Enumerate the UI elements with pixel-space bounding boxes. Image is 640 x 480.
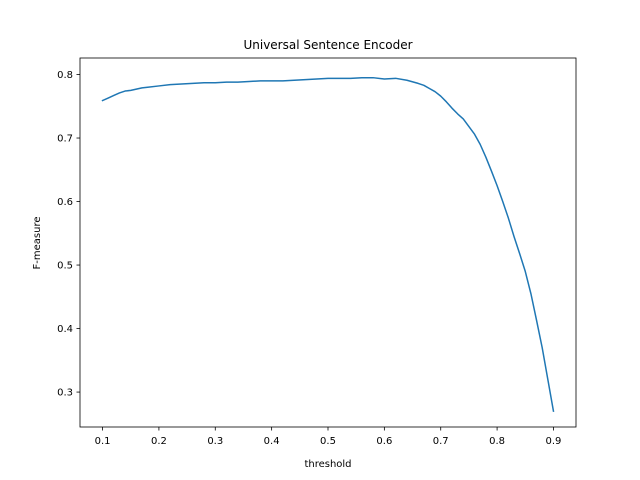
x-tick-label: 0.9 <box>546 436 562 447</box>
plot-area: 0.1 0.2 0.3 0.4 0.5 0.6 0.7 0.8 0.9 0.3 0.4 0.5 0.6 0… <box>57 57 577 447</box>
x-tick-label: 0.3 <box>207 436 223 447</box>
y-axis-label: F-measure <box>32 217 43 270</box>
series-line-0 <box>101 76 555 412</box>
x-axis-label: threshold <box>304 459 351 470</box>
x-tick-label: 0.7 <box>433 436 449 447</box>
y-tick-label: 0.4 <box>57 324 73 335</box>
y-tick-label: 0.8 <box>57 70 73 81</box>
x-tick-label: 0.5 <box>320 436 336 447</box>
y-tick-label: 0.6 <box>57 197 73 208</box>
x-tick-label: 0.8 <box>489 436 505 447</box>
chart-title: Universal Sentence Encoder <box>243 38 412 52</box>
x-tick-label: 0.4 <box>264 436 280 447</box>
x-tick-label: 0.1 <box>95 436 111 447</box>
y-tick-label: 0.5 <box>57 261 73 272</box>
y-tick-label: 0.7 <box>57 134 73 145</box>
x-tick-label: 0.2 <box>151 436 167 447</box>
y-tick-label: 0.3 <box>57 388 73 399</box>
x-tick-label: 0.6 <box>376 436 392 447</box>
